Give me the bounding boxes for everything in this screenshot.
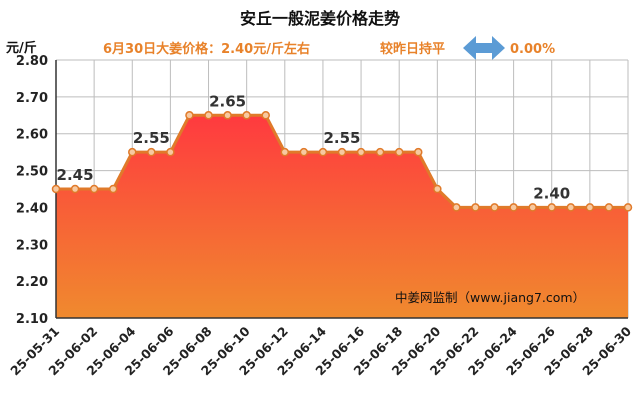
data-label: 2.45 — [57, 166, 94, 184]
y-tick-label: 2.10 — [16, 312, 48, 327]
data-point — [585, 203, 595, 212]
data-point — [337, 147, 347, 157]
data-point — [528, 203, 537, 212]
data-point — [204, 111, 213, 120]
data-point — [471, 203, 480, 212]
data-point — [547, 203, 556, 212]
data-label: 2.55 — [133, 129, 170, 147]
data-point — [147, 147, 156, 157]
data-point — [452, 203, 461, 212]
double-arrow-icon — [463, 36, 505, 60]
data-point — [51, 184, 61, 194]
area-fill — [56, 115, 628, 319]
area-shape — [56, 115, 628, 319]
data-point — [89, 184, 99, 194]
data-point — [566, 203, 576, 212]
data-point — [108, 184, 118, 194]
data-point — [242, 111, 251, 120]
y-tick-labels: 2.10 2.20 2.30 2.40 2.50 2.60 2.70 2.80 — [16, 54, 48, 327]
data-point — [394, 147, 404, 157]
data-point — [166, 147, 175, 157]
data-point — [356, 147, 366, 157]
data-point — [223, 111, 232, 120]
data-point — [604, 203, 614, 212]
watermark-text: 中姜网监制（www.jiang7.com） — [395, 290, 585, 305]
data-label: 2.65 — [209, 92, 246, 110]
chart-title: 安丘一般泥姜价格走势 — [240, 9, 400, 28]
data-point — [318, 147, 328, 157]
data-point — [433, 184, 442, 194]
data-point — [509, 203, 518, 212]
data-point — [375, 147, 385, 157]
y-tick-label: 2.40 — [16, 201, 48, 216]
data-point — [261, 111, 270, 120]
data-point — [414, 147, 423, 157]
data-points — [51, 111, 633, 212]
data-label: 2.55 — [323, 129, 360, 147]
y-tick-label: 2.20 — [16, 275, 48, 290]
price-info-text: 6月30日大姜价格：2.40元/斤左右 — [103, 41, 310, 57]
data-point — [280, 147, 290, 157]
y-tick-label: 2.70 — [16, 91, 48, 106]
data-label: 2.40 — [533, 184, 570, 202]
data-point — [623, 203, 633, 212]
data-labels: 2.45 2.55 2.65 2.55 2.40 — [57, 92, 571, 202]
data-point — [299, 147, 309, 157]
compare-text: 较昨日持平 — [380, 41, 445, 57]
y-tick-label: 2.30 — [16, 238, 48, 253]
data-point — [490, 203, 499, 212]
x-tick-labels: 25-05-3125-06-0225-06-0425-06-0625-06-08… — [7, 323, 634, 378]
data-point — [185, 111, 194, 120]
data-point — [128, 147, 137, 157]
y-tick-label: 2.50 — [16, 165, 48, 180]
change-percent: 0.00% — [510, 42, 555, 57]
y-axis-unit-label: 元/斤 — [6, 40, 37, 56]
y-tick-label: 2.60 — [16, 128, 48, 143]
data-point — [70, 184, 80, 194]
y-tick-label: 2.80 — [16, 54, 48, 69]
